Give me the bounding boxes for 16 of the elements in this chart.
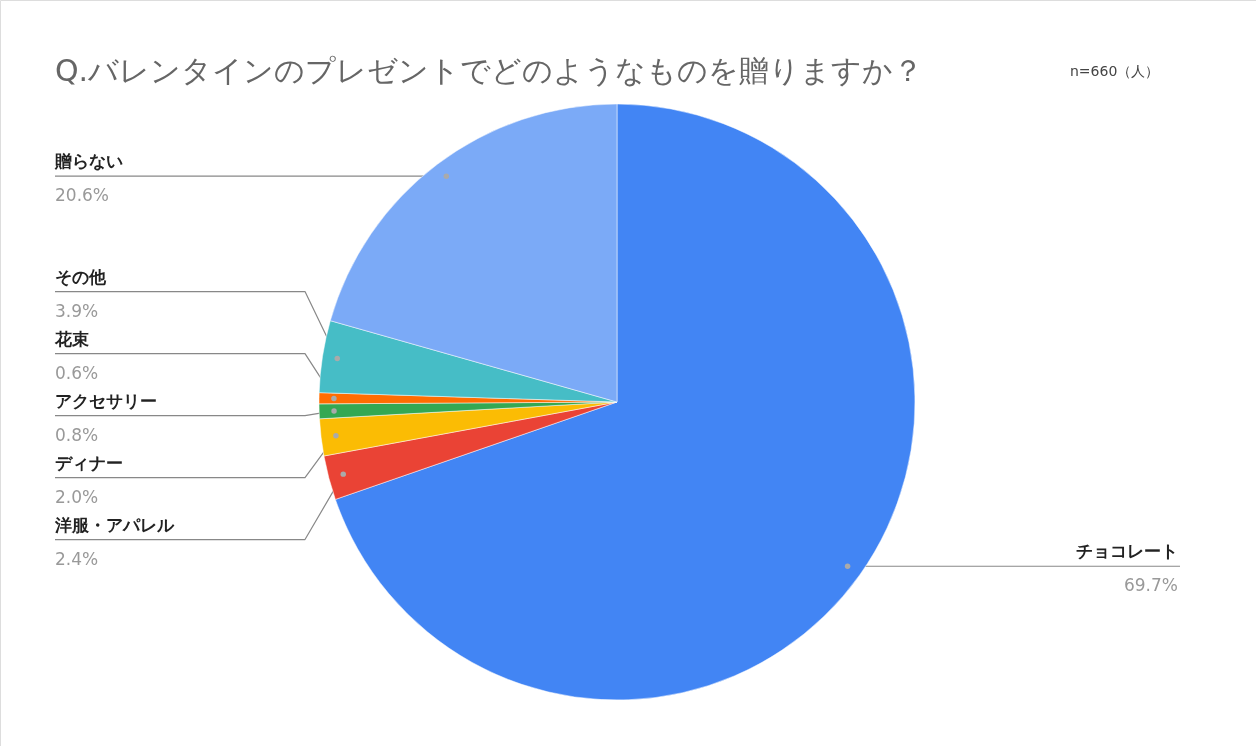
data-label: 3.9% <box>55 300 99 321</box>
data-label: 0.6% <box>55 362 99 383</box>
data-label: 0.8% <box>55 424 99 445</box>
data-label: 69.7% <box>1123 575 1178 596</box>
slice-label: 花束 <box>54 328 89 349</box>
slice-label: 洋服・アパレル <box>54 514 175 535</box>
chart-title: Q.バレンタインのプレゼントでどのようなものを贈りますか？ <box>55 53 924 88</box>
slice-label: チョコレート <box>1076 541 1178 562</box>
data-label: 20.6% <box>55 185 110 206</box>
data-label: 2.0% <box>55 486 99 507</box>
slice-label: 贈らない <box>54 151 123 172</box>
slice-label: アクセサリー <box>55 390 157 411</box>
data-label: 2.4% <box>55 548 99 569</box>
slice-label: ディナー <box>55 452 123 473</box>
chart-subtitle: n=660（人） <box>1070 63 1160 79</box>
slice-label: その他 <box>55 266 107 287</box>
